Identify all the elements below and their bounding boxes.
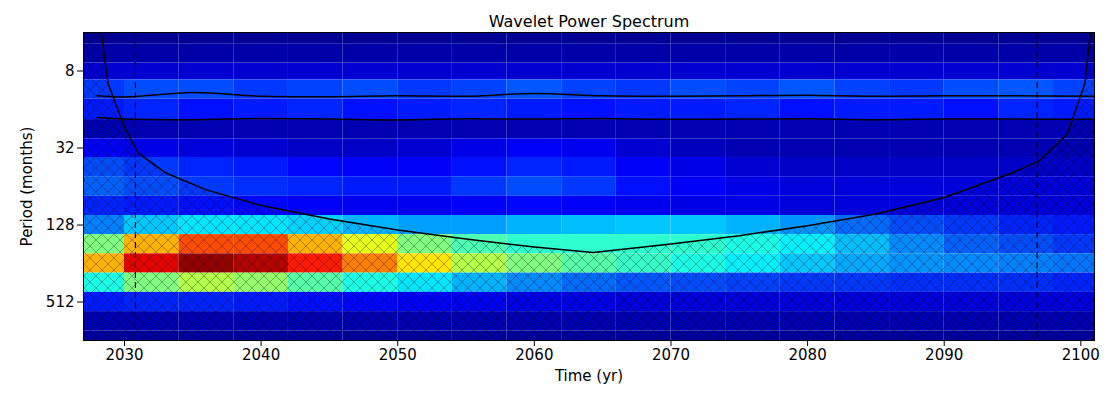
- svg-text:128: 128: [46, 216, 75, 234]
- svg-text:Wavelet Power Spectrum: Wavelet Power Spectrum: [489, 12, 690, 31]
- svg-text:2090: 2090: [925, 346, 963, 364]
- svg-text:2030: 2030: [105, 346, 143, 364]
- svg-text:512: 512: [46, 293, 75, 311]
- svg-text:Time (yr): Time (yr): [554, 367, 623, 385]
- svg-text:2040: 2040: [242, 346, 280, 364]
- svg-text:2060: 2060: [515, 346, 553, 364]
- svg-text:2080: 2080: [789, 346, 827, 364]
- svg-text:Period (months): Period (months): [18, 127, 36, 247]
- svg-text:32: 32: [55, 139, 74, 157]
- svg-text:2100: 2100: [1062, 346, 1100, 364]
- svg-text:2070: 2070: [652, 346, 690, 364]
- svg-text:2050: 2050: [379, 346, 417, 364]
- svg-text:8: 8: [65, 62, 75, 80]
